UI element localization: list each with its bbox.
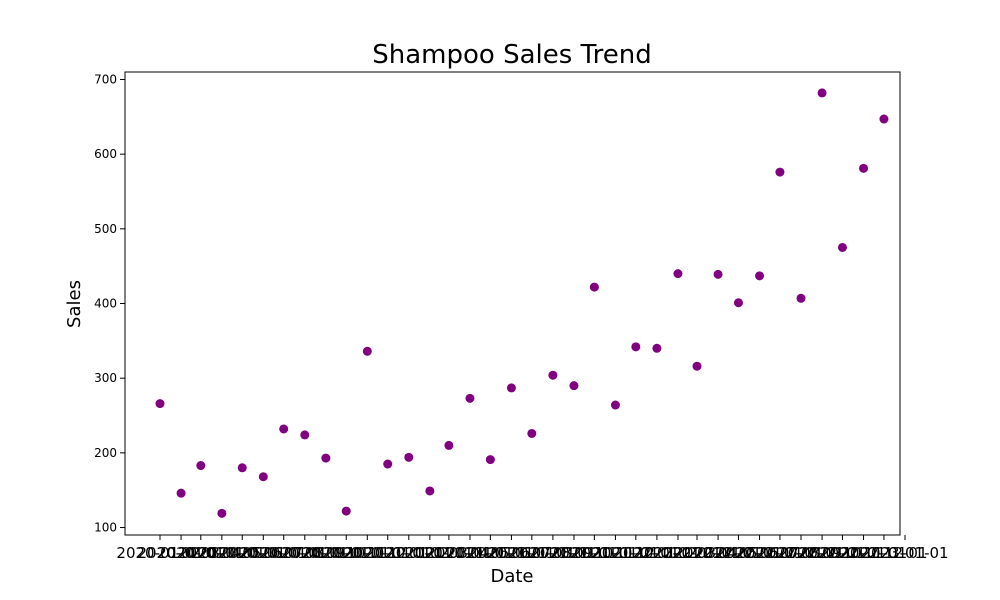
x-tick-label: 2020-07-01 (240, 544, 327, 562)
x-tick-label: 2021-06-01 (468, 544, 555, 562)
data-point (279, 424, 289, 434)
y-tick-label: 500 (94, 222, 117, 236)
x-tick-label: 2021-04-01 (426, 544, 513, 562)
data-point (796, 293, 806, 303)
data-point (713, 269, 723, 279)
x-tick-label: 2022-05-01 (695, 544, 782, 562)
data-point (692, 361, 702, 371)
x-tick-label: 2022-03-01 (653, 544, 740, 562)
x-tick-label: 2022-09-01 (778, 544, 865, 562)
y-axis-title: Sales (64, 280, 85, 328)
x-tick-label: 2021-02-01 (386, 544, 473, 562)
x-tick-label: 2021-11-01 (572, 544, 659, 562)
data-point (404, 452, 414, 462)
y-tick-label: 300 (94, 371, 117, 385)
data-point (610, 400, 620, 410)
data-point (465, 393, 475, 403)
y-tick-label: 100 (94, 521, 117, 535)
data-point (775, 167, 785, 177)
x-tick-label: 2020-01-01 (116, 544, 203, 562)
x-tick-label: 2021-03-01 (405, 544, 492, 562)
x-tick-label: 2020-08-01 (261, 544, 348, 562)
x-tick-label: 2020-09-01 (282, 544, 369, 562)
x-tick-label: 2020-03-01 (157, 544, 244, 562)
data-point (548, 370, 558, 380)
data-point (425, 486, 435, 496)
data-point (506, 383, 516, 393)
x-tick-label: 2020-04-01 (178, 544, 265, 562)
data-point (817, 88, 827, 98)
plot-area: 100 200 300 400 500 600 700 2020-01-012020-02-0… (94, 71, 949, 562)
data-point (859, 163, 869, 173)
data-point (341, 506, 351, 516)
x-tick-label: 2022-02-01 (634, 544, 721, 562)
data-point (755, 271, 765, 281)
x-tick-label: 2021-10-01 (551, 544, 638, 562)
data-point (155, 399, 165, 409)
data-point (217, 508, 227, 518)
data-point (485, 455, 495, 465)
x-tick-label: 2022-08-01 (757, 544, 844, 562)
data-point (652, 343, 662, 353)
x-tick-label: 2021-09-01 (530, 544, 617, 562)
x-tick-label: 2021-12-01 (592, 544, 679, 562)
data-point (733, 298, 743, 308)
chart-title: Shampoo Sales Trend (372, 40, 651, 70)
x-tick-label: 2020-05-01 (199, 544, 286, 562)
x-tick-label: 2020-02-01 (137, 544, 224, 562)
data-point (237, 463, 247, 473)
x-tick-label: 2020-11-01 (324, 544, 411, 562)
x-tick-label: 2022-11-01 (820, 544, 907, 562)
data-point (569, 381, 579, 391)
y-tick-label: 700 (94, 72, 117, 86)
data-point (176, 488, 186, 498)
x-tick-label: 2020-06-01 (220, 544, 307, 562)
data-point (631, 342, 641, 352)
x-tick-label: 2022-01-01 (613, 544, 700, 562)
x-tick-label: 2022-06-01 (716, 544, 803, 562)
data-point (879, 114, 889, 124)
y-tick-label: 600 (94, 147, 117, 161)
x-tick-label: 2022-10-01 (799, 544, 886, 562)
data-point (444, 440, 454, 450)
data-point (527, 428, 537, 438)
data-point (362, 346, 372, 356)
data-point (258, 472, 268, 482)
x-tick-label: 2020-12-01 (344, 544, 431, 562)
data-point (300, 430, 310, 440)
x-tick-label: 2022-04-01 (674, 544, 761, 562)
x-tick-label: 2021-01-01 (365, 544, 452, 562)
data-point (196, 461, 206, 471)
x-axis-title: Date (490, 566, 533, 587)
x-tick-label: 2021-07-01 (488, 544, 575, 562)
data-point (383, 459, 393, 469)
data-point (837, 242, 847, 252)
y-tick-label: 200 (94, 446, 117, 460)
x-tick-label: 2023-01-01 (861, 544, 948, 562)
data-point (589, 282, 599, 292)
x-tick-label: 2021-05-01 (447, 544, 534, 562)
x-tick-label: 2020-10-01 (303, 544, 390, 562)
data-point (321, 453, 331, 463)
x-tick-label: 2022-07-01 (736, 544, 823, 562)
x-tick-label: 2022-12-01 (840, 544, 927, 562)
y-tick-label: 400 (94, 297, 117, 311)
data-point (673, 269, 683, 279)
x-tick-label: 2021-08-01 (509, 544, 596, 562)
